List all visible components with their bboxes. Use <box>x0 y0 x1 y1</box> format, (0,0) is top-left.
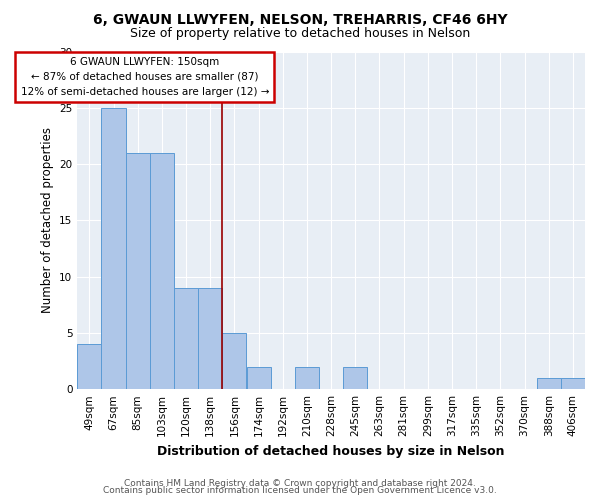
Bar <box>536 378 561 389</box>
Text: Contains public sector information licensed under the Open Government Licence v3: Contains public sector information licen… <box>103 486 497 495</box>
Bar <box>223 333 247 389</box>
Bar <box>150 153 174 389</box>
Text: Contains HM Land Registry data © Crown copyright and database right 2024.: Contains HM Land Registry data © Crown c… <box>124 478 476 488</box>
Bar <box>125 153 150 389</box>
Bar <box>198 288 223 389</box>
Bar <box>561 378 585 389</box>
Text: 6, GWAUN LLWYFEN, NELSON, TREHARRIS, CF46 6HY: 6, GWAUN LLWYFEN, NELSON, TREHARRIS, CF4… <box>92 12 508 26</box>
Text: 6 GWAUN LLWYFEN: 150sqm
← 87% of detached houses are smaller (87)
12% of semi-de: 6 GWAUN LLWYFEN: 150sqm ← 87% of detache… <box>20 57 269 96</box>
Bar <box>174 288 198 389</box>
X-axis label: Distribution of detached houses by size in Nelson: Distribution of detached houses by size … <box>157 444 505 458</box>
Y-axis label: Number of detached properties: Number of detached properties <box>41 128 53 314</box>
Bar <box>343 366 367 389</box>
Bar <box>247 366 271 389</box>
Bar <box>101 108 125 389</box>
Bar <box>295 366 319 389</box>
Text: Size of property relative to detached houses in Nelson: Size of property relative to detached ho… <box>130 28 470 40</box>
Bar <box>77 344 101 389</box>
